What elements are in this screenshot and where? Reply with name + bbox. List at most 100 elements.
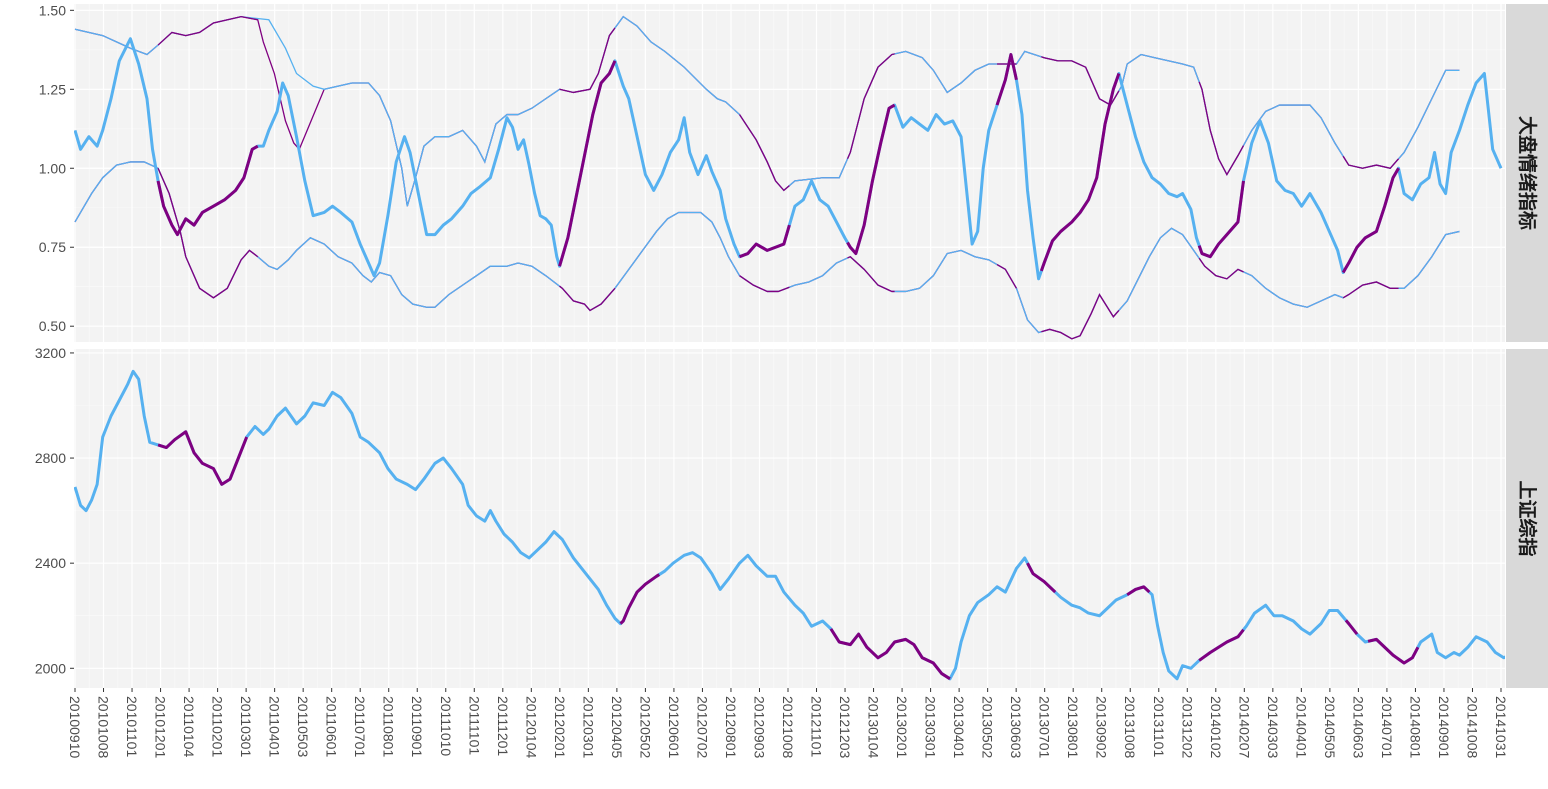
band-lower-highlight-segment: [1198, 257, 1244, 280]
main-series-line: [74, 37, 1503, 281]
x-tick-label: 20141008: [1464, 696, 1480, 759]
x-tick-label: 20140401: [1293, 696, 1309, 759]
band-lower-highlight-segment: [739, 275, 790, 293]
band-lower-highlight-segment: [559, 285, 616, 312]
main-series-highlight-segment: [558, 60, 617, 267]
panel-index: 2000 2400 2800 3200 上证综指: [35, 345, 1548, 688]
y-tick-label: 2400: [35, 555, 66, 571]
x-tick-label: 20130104: [866, 696, 882, 759]
band-upper-highlight-segment: [846, 53, 895, 160]
y-tick-label: 0.75: [39, 239, 66, 255]
x-tick-label: 20101101: [124, 696, 140, 757]
facet-strip: [1506, 4, 1548, 342]
y-tick-label: 2800: [35, 450, 66, 466]
x-tick-label: 20120104: [523, 696, 539, 759]
main-series-highlight-segment: [156, 144, 259, 237]
x-tick-label: 20110901: [409, 696, 425, 757]
x-tick-label: 20140207: [1236, 696, 1252, 759]
panel-background: [74, 4, 1505, 342]
x-tick-label: 20121101: [809, 696, 825, 757]
x-tick-label: 20110503: [295, 696, 311, 757]
series-group: [74, 15, 1503, 340]
main-series-highlight-segment: [1198, 628, 1245, 662]
y-tick-label: 1.50: [39, 2, 66, 18]
x-tick-label: 20110701: [352, 696, 368, 757]
y-tick-label: 1.00: [39, 160, 66, 176]
main-series-highlight-segment: [1341, 167, 1400, 274]
facet-strip-label: 上证综指: [1516, 480, 1539, 556]
series-group: [74, 369, 1505, 681]
y-tick-label: 0.50: [39, 318, 66, 334]
main-series-highlight-segment: [846, 103, 896, 256]
x-tick-label: 20120405: [609, 696, 625, 759]
x-tick-label: 20130502: [980, 696, 996, 759]
x-tick-label: 20120903: [751, 696, 767, 759]
x-tick-label: 20120702: [694, 696, 710, 759]
x-tick-label: 20140505: [1322, 696, 1338, 759]
x-tick-label: 20131202: [1179, 696, 1195, 759]
x-tick-label: 20101201: [153, 696, 169, 759]
x-tick-label: 20110801: [381, 696, 397, 757]
x-tick-label: 20140701: [1379, 696, 1395, 759]
x-tick-label: 20120801: [723, 696, 739, 759]
x-tick-label: 20120201: [552, 696, 568, 759]
band-lower-highlight-segment: [847, 255, 895, 293]
x-tick-label: 20120301: [580, 696, 596, 759]
main-series-highlight-segment: [1197, 180, 1245, 259]
main-series-highlight-segment: [619, 573, 661, 625]
x-tick-label: 20130701: [1037, 696, 1053, 759]
x-tick-label: 20140901: [1436, 696, 1452, 759]
x-tick-label: 20130603: [1008, 696, 1024, 759]
band-upper-highlight-segment: [1198, 81, 1245, 176]
x-tick-label: 20131101: [1151, 696, 1167, 757]
x-tick-label: 20121008: [780, 696, 796, 759]
main-series-highlight-segment: [1367, 637, 1420, 665]
main-series-highlight-segment: [1039, 73, 1121, 272]
x-tick-label: 20110104: [181, 696, 197, 757]
x-tick-label: 20130401: [951, 696, 967, 759]
facet-strip: [1506, 349, 1548, 688]
main-series-line: [74, 369, 1505, 681]
x-tick-label: 20111010: [438, 696, 454, 756]
y-tick-label: 2000: [35, 660, 66, 676]
main-series-highlight-segment: [829, 628, 951, 681]
x-tick-label: 20121203: [837, 696, 853, 759]
x-tick-label: 20130201: [894, 696, 910, 759]
x-tick-label: 20130301: [923, 696, 939, 759]
band-lower-highlight-segment: [1041, 293, 1120, 340]
main-series-highlight-segment: [1026, 562, 1057, 594]
facet-strip-label: 大盘情绪指标: [1516, 116, 1539, 230]
x-tick-label: 20101008: [96, 696, 112, 759]
x-tick-label: 20140603: [1350, 696, 1366, 759]
x-tick-label: 20110301: [238, 696, 254, 757]
x-tick-label: 20120502: [637, 696, 653, 759]
band-upper-highlight-segment: [738, 114, 790, 192]
band-upper-highlight-segment: [559, 27, 616, 94]
x-tick-label: 20111101: [466, 696, 482, 755]
x-tick-label: 20120601: [666, 696, 682, 759]
main-series-highlight-segment: [1344, 619, 1359, 636]
x-tick-label: 20140801: [1407, 696, 1423, 759]
band-upper-highlight-segment: [157, 15, 258, 46]
panel-sentiment: 0.50 0.75 1.00 1.25 1.50 大盘情绪指标: [39, 2, 1548, 342]
y-tick-label: 1.25: [39, 81, 66, 97]
main-series-highlight-segment: [1126, 585, 1151, 596]
band-upper-highlight-segment: [1342, 155, 1400, 169]
x-tick-label: 20130902: [1094, 696, 1110, 759]
x-tick-label: 20110401: [267, 696, 283, 757]
main-series-highlight-segment: [739, 224, 791, 259]
x-tick-label: 20141031: [1493, 696, 1509, 759]
x-axis: 20100910 20101008 20101101 20101201 20110104…: [67, 688, 1509, 759]
x-tick-label: 20140303: [1265, 696, 1281, 759]
x-tick-label: 20131008: [1122, 696, 1138, 759]
band-lower-highlight-segment: [996, 264, 1018, 289]
x-tick-label: 20110201: [210, 696, 226, 757]
x-tick-label: 20140102: [1208, 696, 1224, 759]
main-series-highlight-segment: [157, 430, 249, 486]
x-tick-label: 20100910: [67, 696, 83, 759]
band-lower-highlight-segment: [157, 167, 259, 299]
y-tick-label: 3200: [35, 345, 66, 361]
x-tick-label: 20110601: [324, 696, 340, 757]
x-tick-label: 20130801: [1065, 696, 1081, 759]
